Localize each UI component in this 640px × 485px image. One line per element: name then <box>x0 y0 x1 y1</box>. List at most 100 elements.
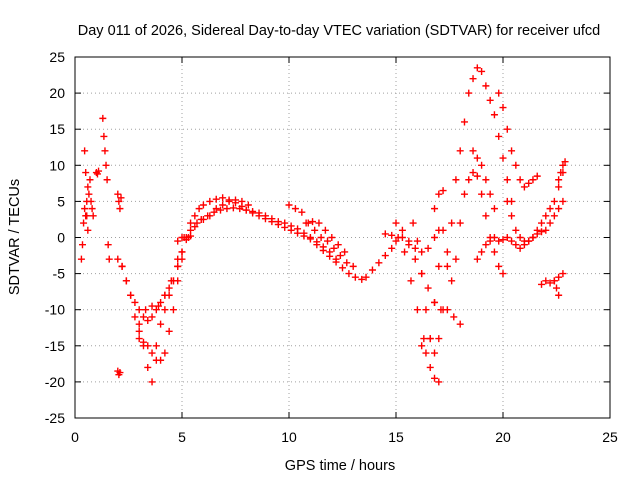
data-point <box>142 306 150 314</box>
data-point <box>368 266 376 274</box>
data-point <box>553 284 560 292</box>
data-point <box>431 234 439 241</box>
data-point <box>268 215 276 223</box>
data-point <box>538 219 546 227</box>
data-point <box>78 241 86 249</box>
data-point <box>135 327 143 335</box>
series-track-k <box>409 64 516 357</box>
data-point <box>499 154 507 162</box>
series-track-f <box>285 201 357 270</box>
data-point <box>424 284 432 292</box>
data-point <box>490 111 498 119</box>
series-track-d <box>135 255 186 364</box>
series-track-a <box>114 194 366 386</box>
series-track-e <box>174 232 195 245</box>
data-point <box>157 356 165 364</box>
data-point <box>161 291 169 299</box>
data-point <box>326 248 334 256</box>
data-point <box>144 317 152 325</box>
data-point <box>349 262 357 270</box>
data-point <box>187 219 195 227</box>
data-point <box>101 147 109 155</box>
data-point <box>86 176 94 184</box>
data-point <box>341 248 349 256</box>
data-point <box>309 218 317 226</box>
data-point <box>469 75 477 83</box>
data-point <box>413 306 421 314</box>
series-track-l <box>418 169 507 357</box>
data-point <box>490 248 498 256</box>
y-tick-label: -10 <box>45 302 65 318</box>
data-point <box>388 244 396 252</box>
chart-title: Day 011 of 2026, Sidereal Day-to-day VTE… <box>78 23 600 39</box>
data-point <box>448 219 456 227</box>
data-point <box>413 237 421 245</box>
data-point <box>313 238 321 246</box>
data-point <box>300 229 308 237</box>
data-point <box>407 277 415 285</box>
data-point <box>435 190 443 198</box>
data-point <box>473 172 481 180</box>
data-point <box>99 114 107 122</box>
data-point <box>495 262 503 270</box>
data-point <box>236 205 244 213</box>
data-point <box>174 262 182 270</box>
y-tick-label: 0 <box>57 230 65 246</box>
data-point <box>512 161 520 169</box>
data-point <box>334 241 342 249</box>
data-point <box>422 306 430 314</box>
data-point <box>165 327 173 335</box>
data-point <box>328 234 336 241</box>
data-point <box>431 349 439 357</box>
data-point <box>546 205 554 213</box>
data-point <box>161 306 169 314</box>
data-point <box>87 197 95 205</box>
data-point <box>339 264 346 272</box>
data-point <box>398 226 406 234</box>
x-tick-label: 20 <box>495 429 511 445</box>
data-point <box>486 96 494 104</box>
data-point <box>193 219 201 227</box>
data-point <box>206 197 214 205</box>
data-point <box>448 277 456 285</box>
data-point <box>469 169 477 177</box>
data-point <box>555 205 563 213</box>
data-point <box>465 89 473 97</box>
series-track-i <box>381 230 443 386</box>
series-track-n <box>469 147 498 213</box>
data-point <box>525 179 533 187</box>
series-track-h <box>362 226 443 281</box>
data-point <box>478 248 486 256</box>
data-point <box>490 205 498 213</box>
data-point <box>431 205 439 213</box>
x-tick-label: 0 <box>71 429 79 445</box>
series-track-r <box>538 270 567 288</box>
data-point <box>148 349 156 357</box>
data-point <box>420 335 428 343</box>
data-point <box>516 244 524 252</box>
data-point <box>443 248 451 256</box>
data-point <box>199 215 207 223</box>
data-point <box>520 183 528 191</box>
data-point <box>315 219 323 227</box>
y-axis-label: SDTVAR / TECUs <box>7 179 23 295</box>
data-point <box>409 219 417 227</box>
data-point <box>557 169 565 177</box>
series-track-c <box>135 196 252 328</box>
data-point <box>503 125 511 133</box>
data-point <box>165 284 173 292</box>
data-point <box>358 275 366 283</box>
data-point <box>533 226 541 234</box>
data-point <box>439 226 447 234</box>
data-point <box>529 176 537 184</box>
data-point <box>486 190 494 198</box>
data-point <box>105 255 113 263</box>
data-point <box>88 205 96 213</box>
data-point <box>424 244 432 252</box>
series-early-scatter-b <box>81 147 92 234</box>
x-axis-label: GPS time / hours <box>285 458 395 474</box>
data-point <box>495 132 503 140</box>
data-point <box>490 234 498 241</box>
data-point <box>529 234 537 241</box>
data-point <box>135 306 143 314</box>
